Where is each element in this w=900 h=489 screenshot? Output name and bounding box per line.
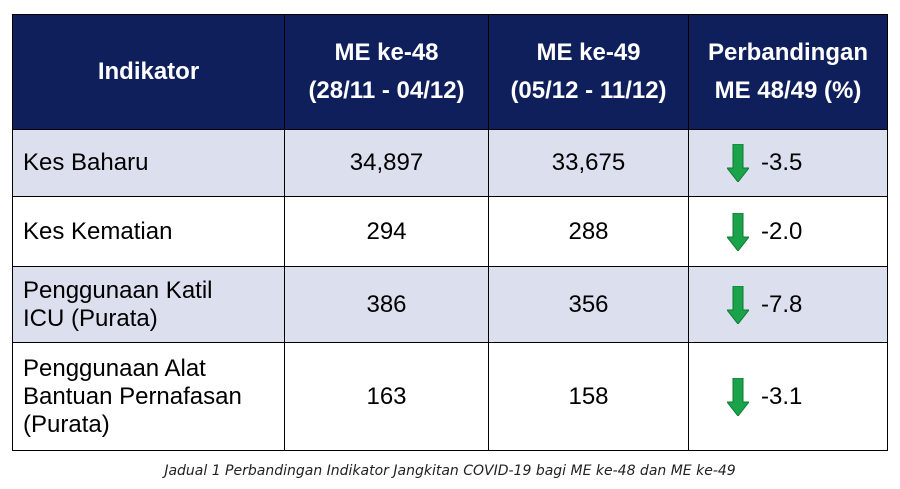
arrow-down-icon — [727, 144, 749, 182]
arrow-down-icon — [727, 212, 749, 251]
comparison-table: Indikator ME ke-48 (28/11 - 04/12) ME ke-… — [12, 14, 888, 451]
comparison-cell: -7.8 — [688, 266, 888, 343]
header-me48: ME ke-48 (28/11 - 04/12) — [284, 14, 489, 130]
me48-value: 163 — [284, 342, 489, 451]
arrow-down-icon — [727, 285, 749, 324]
header-row: Indikator ME ke-48 (28/11 - 04/12) ME ke-… — [12, 14, 888, 130]
me48-value: 386 — [284, 266, 489, 343]
comparison-cell: -2.0 — [688, 196, 888, 267]
me49-value: 288 — [488, 196, 689, 267]
change-value: -3.1 — [761, 382, 803, 410]
header-comparison: Perbandingan ME 48/49 (%) — [688, 14, 888, 130]
comparison-cell: -3.1 — [688, 342, 888, 451]
header-indicator: Indikator — [12, 14, 285, 130]
table-row: Penggunaan Alat Bantuan Pernafasan (Purata… — [12, 342, 888, 451]
change-value: -3.5 — [761, 149, 803, 176]
table-caption: Jadual 1 Perbandingan Indikator Jangkita… — [164, 463, 736, 479]
me48-value: 294 — [284, 196, 489, 267]
indicator-cell: Penggunaan Katil ICU (Purata) — [12, 266, 285, 343]
indicator-cell: Penggunaan Alat Bantuan Pernafasan (Purata… — [12, 342, 285, 451]
table-row: Kes Baharu 34,897 33,675 -3.5 — [12, 129, 888, 197]
change-value: -7.8 — [761, 290, 803, 318]
table-row: Penggunaan Katil ICU (Purata) 386 356 -7.… — [12, 266, 888, 343]
me48-value: 34,897 — [284, 129, 489, 197]
indicator-cell: Kes Kematian — [12, 196, 285, 267]
me49-value: 356 — [488, 266, 689, 343]
change-value: -2.0 — [761, 217, 803, 245]
header-me49: ME ke-49 (05/12 - 11/12) — [488, 14, 689, 130]
me49-value: 33,675 — [488, 129, 689, 197]
me49-value: 158 — [488, 342, 689, 451]
arrow-down-icon — [727, 377, 749, 416]
table-row: Kes Kematian 294 288 -2.0 — [12, 196, 888, 267]
comparison-cell: -3.5 — [688, 129, 888, 197]
indicator-cell: Kes Baharu — [12, 129, 285, 197]
